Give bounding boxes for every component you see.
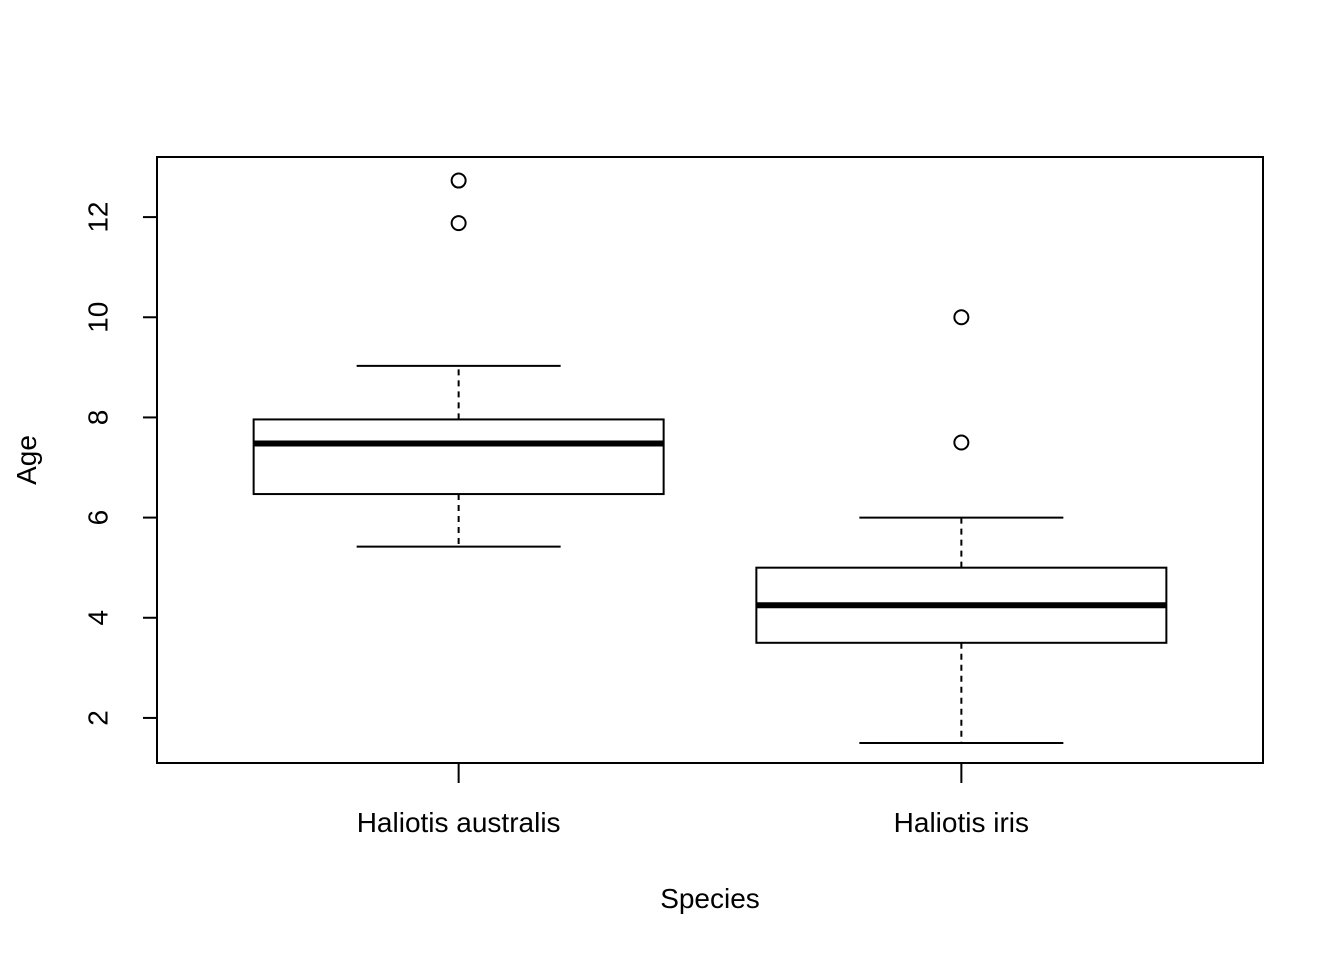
outlier-point bbox=[953, 309, 970, 326]
y-tick-label: 8 bbox=[82, 410, 113, 426]
y-tick-label: 6 bbox=[82, 510, 113, 526]
box-group bbox=[252, 172, 665, 548]
iqr-box bbox=[252, 418, 665, 496]
y-tick-label: 10 bbox=[82, 302, 113, 333]
outlier-point bbox=[450, 215, 467, 232]
outlier-point bbox=[450, 172, 467, 189]
x-tick-label: Haliotis iris bbox=[894, 807, 1029, 838]
y-tick-label: 12 bbox=[82, 202, 113, 233]
y-tick-label: 2 bbox=[82, 710, 113, 726]
x-tick-label: Haliotis australis bbox=[357, 807, 561, 838]
plot-marks bbox=[252, 172, 1168, 744]
outlier-point bbox=[953, 434, 970, 451]
y-axis: 2 4 6 8 10 12 bbox=[82, 202, 158, 726]
y-tick-label: 4 bbox=[82, 610, 113, 626]
box-group bbox=[755, 309, 1168, 744]
x-axis: Haliotis australis Haliotis iris bbox=[357, 763, 1029, 838]
y-axis-title: Age bbox=[11, 435, 42, 485]
x-axis-title: Species bbox=[660, 883, 760, 914]
